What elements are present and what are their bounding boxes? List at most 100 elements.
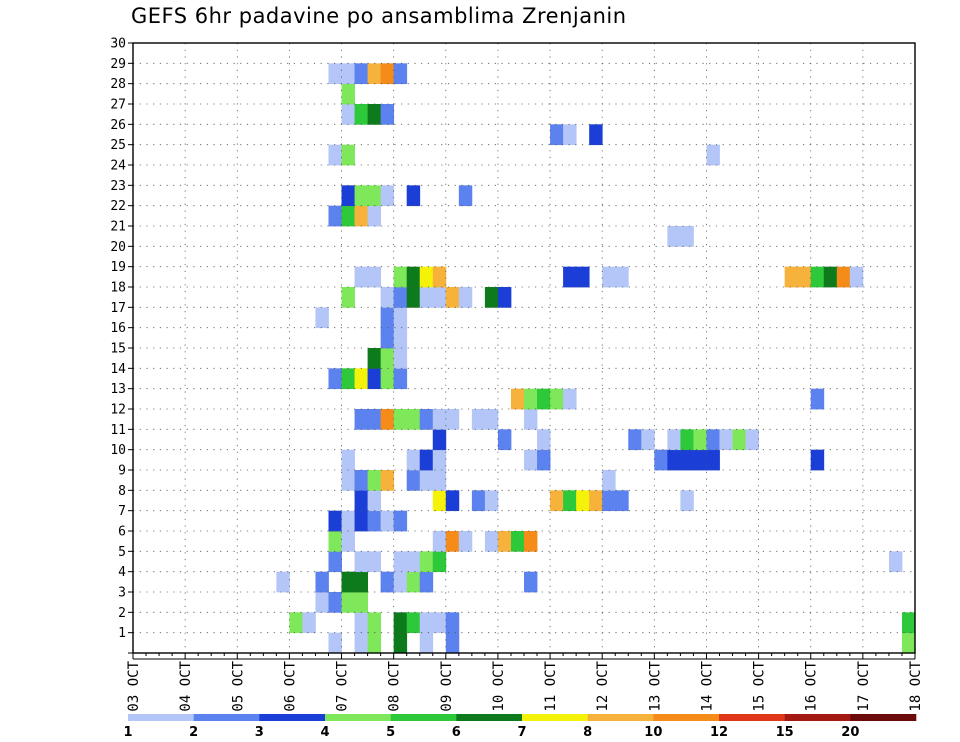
y-tick-label: 14 [110, 362, 126, 377]
heatmap-cell [445, 612, 460, 634]
heatmap-cell [432, 429, 447, 451]
heatmap-cell [367, 368, 382, 390]
heatmap-cell [524, 449, 538, 471]
x-tick-label: 06 OCT [282, 660, 298, 711]
colorbar-label: 20 [841, 725, 859, 740]
heatmap-cell [341, 592, 355, 613]
y-tick-label: 20 [110, 240, 126, 255]
colorbar-label: 2 [189, 725, 198, 740]
heatmap-cell [354, 185, 368, 207]
heatmap-cell [693, 429, 707, 451]
heatmap-cell [380, 571, 395, 593]
heatmap-cell [393, 287, 408, 308]
heatmap-cell [706, 449, 720, 471]
heatmap-cell [367, 185, 382, 207]
heatmap-cell [341, 368, 355, 390]
heatmap-cell [901, 632, 916, 654]
plot-frame [132, 42, 916, 654]
heatmap-cell [367, 470, 382, 491]
heatmap-cell [341, 287, 355, 308]
heatmap-cell [445, 409, 460, 430]
heatmap-cell [367, 632, 382, 654]
heatmap-cell [367, 551, 382, 573]
heatmap-cell [419, 287, 434, 308]
heatmap-cell [380, 368, 395, 390]
heatmap-cell [393, 368, 408, 390]
y-tick-label: 4 [118, 565, 126, 580]
heatmap-cell [484, 490, 499, 512]
heatmap-cell [367, 104, 382, 125]
x-tick-label: 15 OCT [752, 660, 768, 711]
heatmap-cell [550, 388, 564, 410]
heatmap-cell [354, 368, 368, 390]
heatmap-cell [315, 571, 329, 593]
x-tick-label: 13 OCT [647, 660, 663, 711]
x-tick-label: 10 OCT [491, 660, 507, 711]
heatmap-cell [276, 571, 290, 593]
heatmap-cell [563, 490, 577, 512]
heatmap-cell [419, 409, 434, 430]
x-tick-label: 03 OCT [126, 660, 142, 711]
heatmap-cell [367, 63, 382, 85]
y-tick-label: 29 [110, 57, 126, 72]
heatmap-cell [328, 551, 342, 573]
heatmap-cell [393, 327, 408, 349]
heatmap-cell [445, 531, 460, 552]
heatmap-cell [432, 490, 447, 512]
heatmap-cell [810, 266, 825, 288]
heatmap-cell [667, 449, 681, 471]
x-tick-label: 07 OCT [335, 660, 351, 711]
heatmap-cell [602, 266, 616, 288]
y-tick-label: 24 [110, 159, 126, 174]
heatmap-cell [367, 205, 382, 227]
heatmap-cell [602, 470, 616, 491]
heatmap-cell [537, 449, 551, 471]
heatmap-cell [680, 226, 694, 247]
x-tick-label: 08 OCT [387, 660, 403, 711]
heatmap-cell [393, 266, 408, 288]
colorbar-label: 8 [583, 725, 592, 740]
heatmap-cell [419, 632, 434, 654]
x-tick-label: 05 OCT [230, 660, 246, 711]
heatmap-cell [458, 185, 473, 207]
heatmap-cell [341, 510, 355, 532]
heatmap-cell [745, 429, 759, 451]
colorbar-swatch [193, 714, 260, 721]
colorbar-swatch [259, 714, 326, 721]
heatmap-cell [419, 470, 434, 491]
colorbar-swatch [719, 714, 785, 721]
heatmap-cell [354, 510, 368, 532]
y-tick-label: 5 [118, 545, 126, 560]
y-tick-label: 15 [110, 342, 126, 357]
heatmap-cell [367, 510, 382, 532]
heatmap-cell [445, 632, 460, 654]
heatmap-cell [328, 63, 342, 85]
y-tick-label: 9 [118, 464, 126, 479]
colorbar-label: 10 [644, 725, 662, 740]
heatmap-cell [354, 266, 368, 288]
heatmap-cell [341, 83, 355, 105]
heatmap-cell [328, 368, 342, 390]
heatmap-cell [354, 551, 368, 573]
y-tick-label: 1 [118, 626, 126, 641]
heatmap-cell [667, 429, 681, 451]
colorbar-label: 6 [452, 725, 461, 740]
heatmap-cell [589, 490, 603, 512]
heatmap-cell [419, 571, 434, 593]
heatmap-cell [406, 185, 421, 207]
heatmap-cell [576, 266, 590, 288]
heatmap-cell [550, 124, 564, 146]
heatmap-cell [328, 632, 342, 654]
heatmap-cell [484, 287, 499, 308]
y-tick-label: 11 [110, 423, 126, 438]
heatmap-cell [471, 490, 486, 512]
heatmap-cell [497, 429, 512, 451]
heatmap-cell [341, 470, 355, 491]
heatmap-cell [432, 551, 447, 573]
heatmap-cell [719, 429, 733, 451]
heatmap-cell [615, 490, 629, 512]
colorbar-swatch [653, 714, 720, 721]
heatmap-cell [354, 571, 368, 593]
heatmap-cell [563, 388, 577, 410]
